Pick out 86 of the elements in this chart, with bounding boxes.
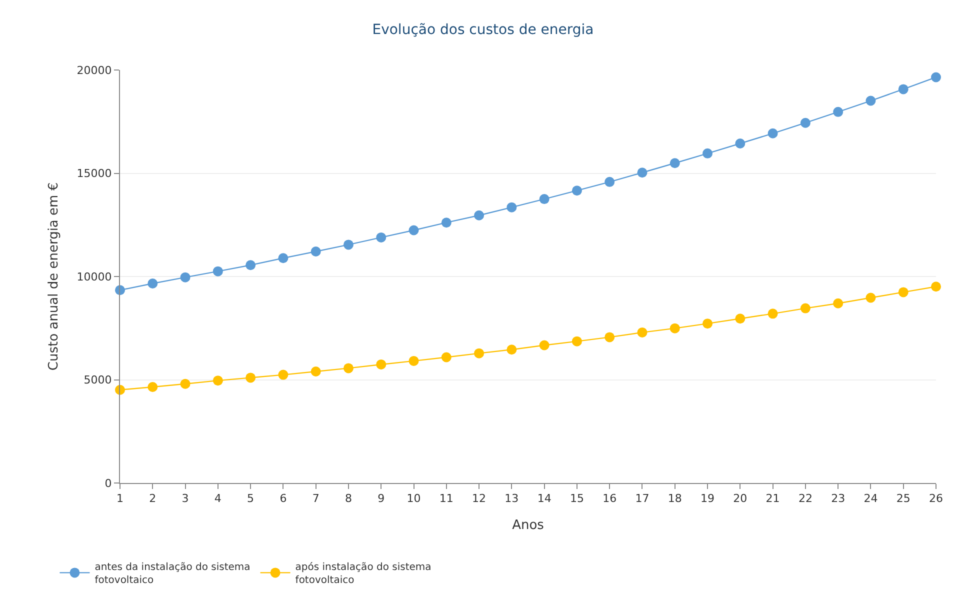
point xyxy=(310,246,321,257)
point xyxy=(376,232,386,242)
point xyxy=(800,303,810,314)
point xyxy=(246,260,256,270)
point xyxy=(898,287,908,298)
x-tick-label: 16 xyxy=(602,492,617,506)
point xyxy=(506,344,517,355)
y-axis-title: Custo anual de energia em € xyxy=(46,182,62,371)
point xyxy=(376,359,386,370)
point xyxy=(735,138,746,149)
point xyxy=(931,282,941,292)
point xyxy=(702,318,713,329)
point xyxy=(931,72,941,82)
legend-label: antes da instalação do sistema fotovoltaico xyxy=(94,562,250,586)
point xyxy=(604,176,615,187)
point xyxy=(408,356,419,366)
point xyxy=(180,378,190,389)
y-tick-label: 0 xyxy=(104,476,112,490)
point xyxy=(310,366,321,376)
point xyxy=(212,376,223,386)
x-tick-label: 5 xyxy=(247,492,254,506)
x-tick-label: 23 xyxy=(831,492,846,506)
x-tick-label: 6 xyxy=(280,492,287,506)
x-tick-label: 8 xyxy=(344,492,352,506)
point xyxy=(148,382,158,392)
x-tick-label: 10 xyxy=(406,492,421,506)
x-tick-label: 4 xyxy=(214,492,222,506)
x-tick-label: 1 xyxy=(116,492,124,506)
x-tick-label: 9 xyxy=(378,492,385,506)
legend-label: após instalação do sistema fotovoltaico xyxy=(295,562,432,586)
y-tick-label: 15000 xyxy=(76,167,112,180)
point xyxy=(768,128,778,138)
point xyxy=(246,372,256,383)
point xyxy=(539,194,550,204)
point xyxy=(866,292,876,303)
y-tick-label: 20000 xyxy=(76,64,112,77)
x-tick-label: 17 xyxy=(635,492,650,506)
point xyxy=(343,363,354,374)
x-tick-label: 26 xyxy=(929,492,943,506)
point xyxy=(604,332,615,342)
x-tick-label: 24 xyxy=(864,492,878,506)
point xyxy=(441,352,452,362)
x-tick-label: 3 xyxy=(182,492,189,506)
chart-title: Evolução dos custos de energia xyxy=(372,22,594,38)
point xyxy=(866,96,876,106)
point xyxy=(408,225,419,236)
point xyxy=(898,84,908,94)
x-tick-label: 14 xyxy=(537,492,552,506)
x-tick-label: 18 xyxy=(668,492,682,506)
point xyxy=(474,210,484,220)
point xyxy=(180,272,190,282)
y-tick-label: 5000 xyxy=(84,374,112,387)
point xyxy=(474,348,484,358)
point xyxy=(278,253,288,264)
point xyxy=(637,327,648,338)
point xyxy=(572,336,582,346)
x-tick-label: 15 xyxy=(570,492,584,506)
x-tick-label: 7 xyxy=(312,492,320,506)
point xyxy=(506,202,517,212)
x-tick-label: 22 xyxy=(798,492,812,506)
point xyxy=(800,118,810,128)
point xyxy=(343,240,354,250)
point xyxy=(670,158,680,168)
point xyxy=(441,218,452,228)
x-tick-label: 13 xyxy=(504,492,519,506)
point xyxy=(833,298,844,308)
point xyxy=(148,278,158,289)
point xyxy=(572,186,582,196)
x-tick-label: 25 xyxy=(896,492,910,506)
x-tick-label: 2 xyxy=(149,492,156,506)
x-tick-label: 20 xyxy=(733,492,748,506)
point xyxy=(768,308,778,319)
point xyxy=(833,106,844,117)
point xyxy=(702,148,713,158)
x-tick-label: 11 xyxy=(439,492,454,506)
x-tick-label: 19 xyxy=(700,492,715,506)
point xyxy=(278,370,288,380)
point xyxy=(539,340,550,350)
point xyxy=(212,266,223,276)
point xyxy=(735,314,746,324)
point xyxy=(670,323,680,334)
x-axis-title: Anos xyxy=(512,518,544,533)
x-tick-label: 21 xyxy=(766,492,780,506)
point xyxy=(637,168,648,178)
y-tick-label: 10000 xyxy=(76,270,112,284)
x-tick-label: 12 xyxy=(472,492,486,506)
